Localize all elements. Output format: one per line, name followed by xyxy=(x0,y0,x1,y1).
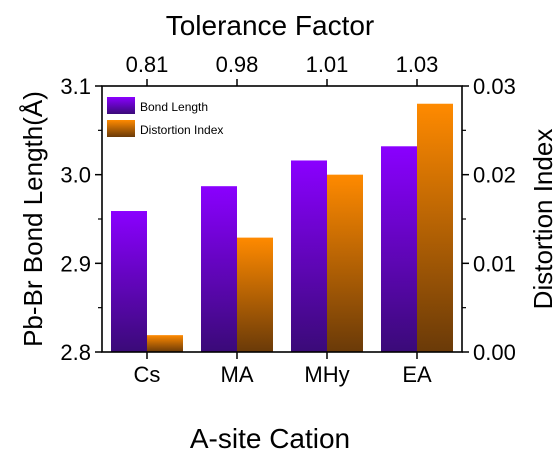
legend-swatch-distortion-index xyxy=(107,120,135,137)
bar-distortion-index-ma xyxy=(237,237,273,352)
top-tick-label: 0.81 xyxy=(126,52,169,77)
bar-bond-length-ma xyxy=(201,186,237,352)
bar-distortion-index-cs xyxy=(147,335,183,352)
legend-label-bond-length: Bond Length xyxy=(140,100,208,114)
x-tick-label: Cs xyxy=(134,362,161,387)
bar-bond-length-ea xyxy=(381,146,417,352)
y-left-tick-label: 2.8 xyxy=(60,340,91,365)
y-left-tick-label: 2.9 xyxy=(60,251,91,276)
y-axis-title-right: Distortion Index xyxy=(528,129,558,310)
bars-group xyxy=(111,103,453,352)
top-axis-title: Tolerance Factor xyxy=(166,10,375,41)
legend: Bond Length Distortion Index xyxy=(107,97,223,137)
x-tick-label: MHy xyxy=(304,362,349,387)
x-axis-title: A-site Cation xyxy=(190,423,350,454)
legend-swatch-bond-length xyxy=(107,97,135,114)
y-right-tick-label: 0.00 xyxy=(473,340,516,365)
y-axis-title-left: Pb-Br Bond Length(Å) xyxy=(18,91,48,347)
top-tick-label: 1.01 xyxy=(306,52,349,77)
top-tick-label: 0.98 xyxy=(216,52,259,77)
x-tick-label: EA xyxy=(402,362,432,387)
bar-bond-length-mhy xyxy=(291,160,327,352)
y-right-tick-label: 0.03 xyxy=(473,74,516,99)
y-right-tick-label: 0.02 xyxy=(473,163,516,188)
legend-label-distortion-index: Distortion Index xyxy=(140,123,223,137)
y-left-tick-label: 3.1 xyxy=(60,74,91,99)
y-left-tick-label: 3.0 xyxy=(60,163,91,188)
y-right-tick-label: 0.01 xyxy=(473,251,516,276)
bar-bond-length-cs xyxy=(111,211,147,352)
top-tick-label: 1.03 xyxy=(396,52,439,77)
ticks-group: Cs MA MHy EA 0.81 0.98 1.01 1.03 2.8 2.9 3.0 3.1 0.0… xyxy=(60,52,515,387)
bar-distortion-index-mhy xyxy=(327,174,363,352)
bar-distortion-index-ea xyxy=(417,103,453,352)
x-tick-label: MA xyxy=(221,362,254,387)
